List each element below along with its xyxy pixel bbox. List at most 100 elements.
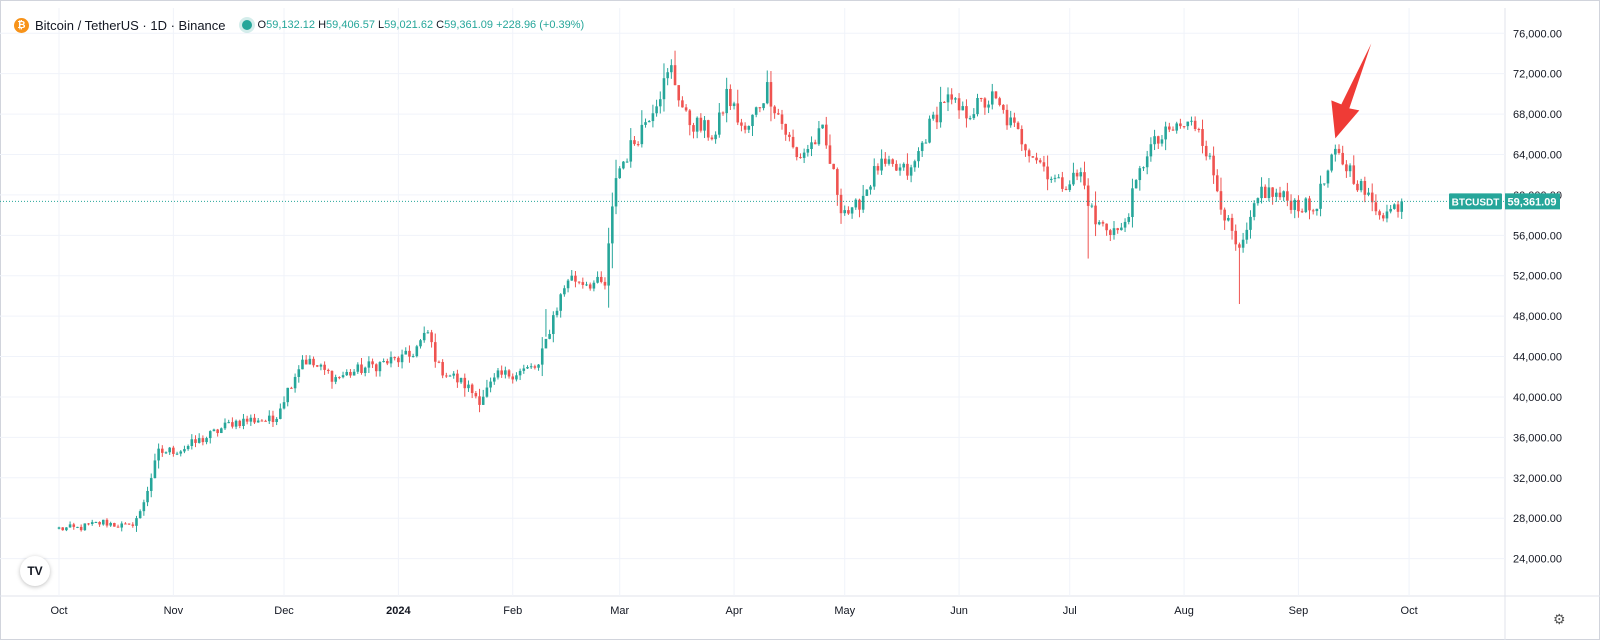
candle-body (231, 422, 234, 427)
candle-body (1337, 148, 1341, 153)
candle-body (470, 384, 474, 394)
low-value: 59,021.62 (384, 19, 434, 31)
symbol-header: ₿ Bitcoin / TetherUS · 1D · Binance O59,… (14, 14, 584, 36)
annotation-arrow-icon (1331, 43, 1372, 139)
x-tick-label: Mar (610, 605, 629, 617)
candle-body (895, 163, 898, 171)
candle-body (821, 124, 824, 129)
candle-body (555, 310, 559, 316)
candle-body (566, 280, 570, 289)
candle-body (677, 85, 681, 101)
candle-body (168, 447, 171, 453)
gear-icon[interactable]: ⚙ (1553, 611, 1566, 627)
candle-body (570, 275, 574, 281)
y-tick-label: 24,000.00 (1513, 554, 1562, 566)
candle-body (1024, 144, 1027, 151)
bitcoin-icon: ₿ (14, 17, 29, 33)
candle-body (1142, 167, 1145, 169)
candle-body (777, 113, 780, 115)
candle-body (740, 122, 743, 126)
candle-body (356, 364, 360, 372)
change-value: +228.96 (+0.39%) (496, 19, 585, 31)
candle-body (1002, 104, 1005, 110)
candle-body (931, 114, 935, 119)
candle-body (448, 375, 452, 377)
candle-body (382, 361, 385, 363)
candle-body (529, 366, 533, 368)
candle-body (1289, 200, 1293, 210)
symbol-title[interactable]: Bitcoin / TetherUS · 1D · Binance (35, 17, 226, 33)
candle-body (1385, 211, 1389, 219)
candle-body (1109, 230, 1112, 235)
candle-body (293, 376, 297, 389)
candle-body (884, 158, 887, 164)
candle-body (817, 128, 821, 145)
candle-body (57, 527, 61, 529)
candle-body (131, 524, 135, 526)
candle-body (1138, 168, 1142, 181)
candle-body (1227, 217, 1230, 221)
candle-body (1374, 202, 1378, 212)
candle-body (172, 447, 175, 454)
candle-body (729, 88, 732, 107)
candle-body (234, 420, 238, 427)
candle-body (1396, 204, 1400, 212)
candle-body (1075, 172, 1079, 177)
candle-body (625, 161, 629, 163)
candle-body (1238, 244, 1241, 248)
candle-body (585, 284, 588, 286)
y-tick-label: 32,000.00 (1513, 473, 1562, 485)
candle-body (94, 521, 98, 523)
candle-body (1341, 152, 1344, 165)
candle-body (282, 402, 286, 409)
candle-body (662, 78, 666, 100)
candle-body (1042, 162, 1046, 167)
candle-body (588, 284, 592, 289)
candle-body (1190, 120, 1193, 122)
candle-body (238, 420, 242, 427)
candle-body (872, 166, 876, 187)
candle-body (445, 375, 448, 377)
x-tick-label: Sep (1289, 605, 1309, 617)
candle-body (253, 417, 256, 423)
candle-body (1234, 230, 1238, 245)
candle-body (1230, 217, 1234, 231)
candle-body (950, 94, 953, 100)
candle-body (397, 357, 400, 363)
candle-body (256, 420, 260, 423)
candle-body (1064, 188, 1068, 190)
candle-body (1249, 216, 1252, 230)
candle-body (378, 362, 382, 372)
candle-body (1326, 170, 1330, 184)
candle-body (1304, 198, 1308, 213)
candle-body (408, 350, 411, 357)
candle-body (622, 161, 625, 169)
candle-body (629, 140, 633, 162)
candle-body (747, 126, 751, 130)
candle-body (459, 377, 463, 383)
candle-body (850, 207, 854, 214)
candle-body (1252, 203, 1256, 217)
candle-body (847, 210, 850, 214)
candle-body (312, 358, 315, 366)
candle-body (363, 367, 367, 373)
candle-body (1116, 228, 1119, 231)
candle-body (858, 199, 861, 210)
candle-body (1271, 187, 1274, 197)
candle-body (286, 387, 290, 403)
tradingview-logo-icon[interactable]: TV (20, 556, 50, 586)
candle-body (1282, 191, 1285, 198)
x-tick-label: Nov (164, 605, 184, 617)
candle-body (1016, 122, 1020, 129)
candle-body (267, 415, 271, 422)
candle-body (828, 145, 832, 164)
high-value: 59,406.57 (326, 19, 375, 31)
candle-body (264, 420, 267, 422)
candle-body (65, 527, 68, 531)
candle-body (1061, 177, 1064, 189)
candle-body (714, 134, 717, 140)
candle-body (596, 276, 599, 283)
candle-body (522, 368, 526, 371)
